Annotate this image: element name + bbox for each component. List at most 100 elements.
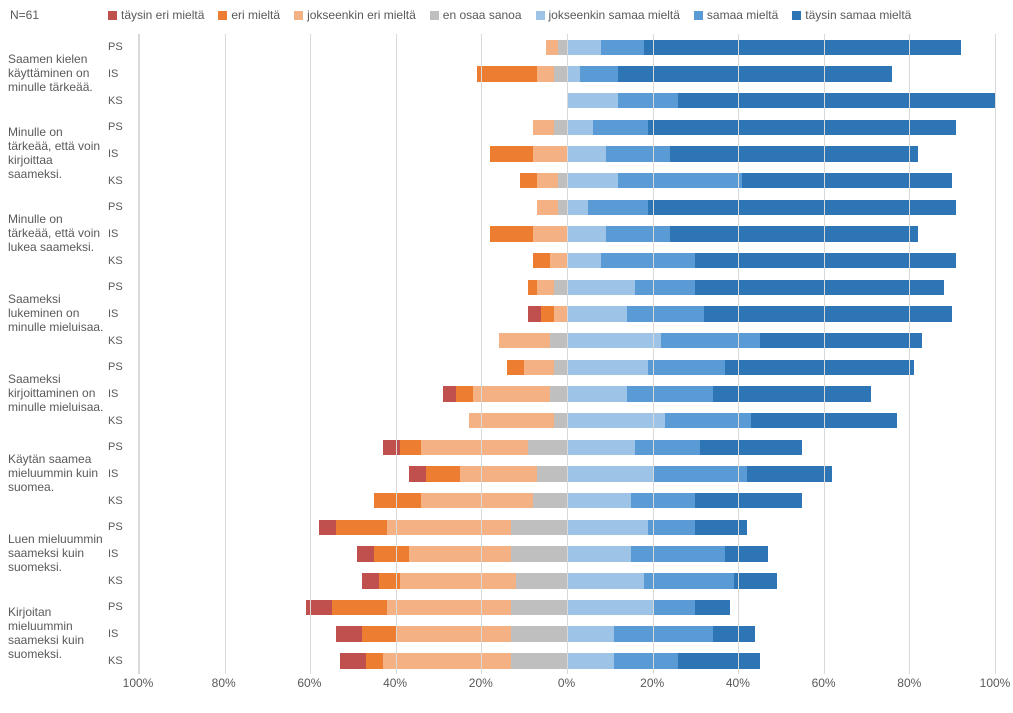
bar-segment — [421, 440, 528, 455]
bar-segment — [567, 333, 661, 348]
subgroup-label: PS — [108, 114, 138, 141]
bar-segment — [725, 360, 913, 375]
bar-segment — [567, 440, 635, 455]
bar-segment — [511, 546, 567, 561]
bar-segment — [742, 173, 952, 188]
legend-item: jokseenkin eri mieltä — [294, 8, 416, 22]
bar-segment — [550, 333, 567, 348]
bar-segment — [670, 226, 918, 241]
grid-line — [139, 34, 140, 674]
bar-segment — [362, 626, 396, 641]
bar-segment — [567, 520, 648, 535]
bar-segment — [567, 200, 588, 215]
legend-item: täysin samaa mieltä — [792, 8, 911, 22]
bar-segment — [533, 253, 550, 268]
subgroup-label: IS — [108, 61, 138, 88]
pos-bar — [567, 626, 755, 641]
pos-bar — [567, 173, 952, 188]
legend-item: eri mieltä — [218, 8, 280, 22]
bar-segment — [704, 306, 952, 321]
pos-bar — [567, 66, 892, 81]
bar-segment — [383, 653, 511, 668]
bar-segment — [387, 600, 511, 615]
subgroup-label: KS — [108, 167, 138, 194]
neg-bar — [340, 653, 567, 668]
x-tick-label: 40% — [726, 676, 750, 690]
grid-line — [396, 34, 397, 674]
x-axis: 100%80%60%40%20%0%20%40%60%80%100% — [8, 674, 995, 696]
question-labels-column: Saamen kielen käyttäminen on minulle tär… — [8, 34, 108, 674]
pos-bar — [567, 466, 832, 481]
legend-item: en osaa sanoa — [430, 8, 522, 22]
bar-segment — [533, 226, 567, 241]
legend-label: eri mieltä — [231, 8, 280, 22]
grid-line — [824, 34, 825, 674]
bar-segment — [567, 360, 648, 375]
subgroup-label: IS — [108, 461, 138, 488]
grid-line — [567, 34, 568, 674]
bar-segment — [631, 493, 695, 508]
pos-bar — [567, 306, 952, 321]
neg-bar — [533, 120, 567, 135]
bar-segment — [588, 200, 648, 215]
pos-bar — [567, 520, 747, 535]
neg-bar — [319, 520, 567, 535]
bar-segment — [567, 386, 627, 401]
subgroup-label: KS — [108, 567, 138, 594]
bar-segment — [627, 306, 704, 321]
question-label: Kirjoitan mieluummin saameksi kuin suome… — [8, 594, 108, 674]
plot-area: Saamen kielen käyttäminen on minulle tär… — [8, 34, 995, 674]
bar-segment — [567, 173, 618, 188]
legend-item: samaa mieltä — [694, 8, 778, 22]
bar-segment — [524, 360, 554, 375]
question-label: Minulle on tärkeää, että voin kirjoittaa… — [8, 114, 108, 194]
bar-segment — [661, 333, 759, 348]
bar-segment — [456, 386, 473, 401]
subgroup-label: PS — [108, 274, 138, 301]
bar-segment — [374, 493, 421, 508]
bar-segment — [554, 120, 567, 135]
bar-segment — [725, 546, 768, 561]
x-tick-label: 80% — [897, 676, 921, 690]
bar-segment — [490, 146, 533, 161]
question-label: Saamen kielen käyttäminen on minulle tär… — [8, 34, 108, 114]
bar-segment — [528, 440, 567, 455]
x-axis-ticks: 100%80%60%40%20%0%20%40%60%80%100% — [138, 674, 995, 696]
bar-segment — [550, 386, 567, 401]
legend-swatch — [108, 11, 117, 20]
bar-segment — [366, 653, 383, 668]
bar-segment — [695, 280, 943, 295]
neg-bar — [306, 600, 567, 615]
pos-bar — [567, 280, 944, 295]
legend-item: täysin eri mieltä — [108, 8, 204, 22]
bar-segment — [648, 360, 725, 375]
subgroup-label: KS — [108, 327, 138, 354]
bar-segment — [567, 466, 653, 481]
bar-segment — [695, 253, 956, 268]
grid-line — [481, 34, 482, 674]
bar-segment — [567, 253, 601, 268]
pos-bar — [567, 653, 760, 668]
bar-segment — [644, 573, 734, 588]
bar-segment — [511, 626, 567, 641]
neg-bar — [443, 386, 567, 401]
bar-segment — [567, 306, 627, 321]
bar-segment — [477, 66, 537, 81]
pos-bar — [567, 200, 956, 215]
bar-segment — [567, 120, 593, 135]
bar-segment — [383, 440, 400, 455]
legend-label: jokseenkin eri mieltä — [307, 8, 416, 22]
bar-segment — [550, 253, 567, 268]
bar-segment — [678, 93, 995, 108]
bar-segment — [653, 466, 747, 481]
neg-bar — [533, 253, 567, 268]
grid-line — [310, 34, 311, 674]
bar-segment — [567, 493, 631, 508]
bar-segment — [644, 40, 961, 55]
pos-bar — [567, 93, 995, 108]
bar-segment — [537, 200, 558, 215]
legend-label: täysin samaa mieltä — [805, 8, 911, 22]
legend-swatch — [694, 11, 703, 20]
bar-segment — [678, 653, 759, 668]
subgroup-label: IS — [108, 221, 138, 248]
